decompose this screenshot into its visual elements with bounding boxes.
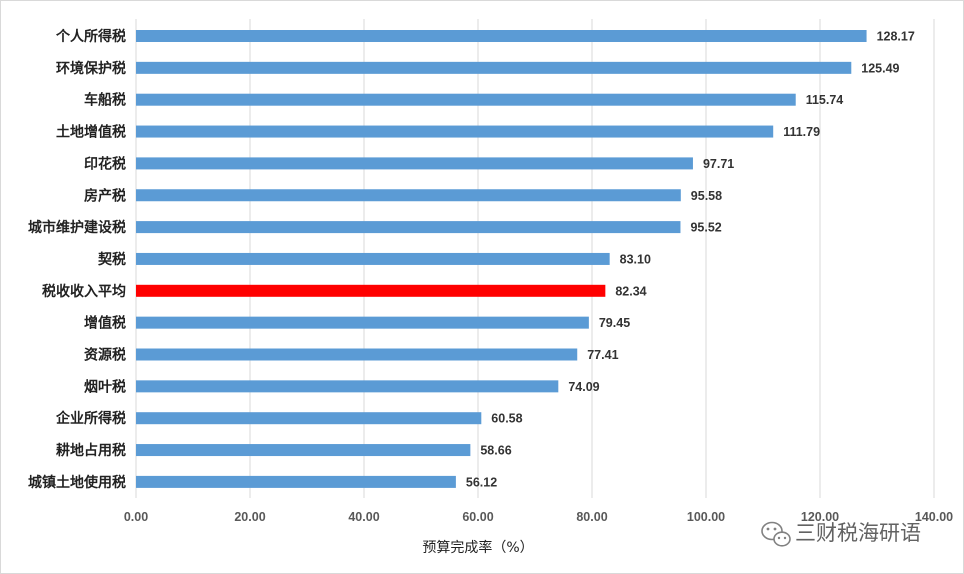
category-label: 增值税 [84, 315, 126, 332]
x-tick-label: 140.00 [915, 510, 953, 524]
category-label: 契税 [97, 251, 126, 268]
value-label: 56.12 [466, 475, 497, 489]
bar [136, 221, 681, 234]
category-label: 城镇土地使用税 [28, 474, 126, 491]
value-label: 79.45 [599, 316, 630, 330]
bar [136, 189, 681, 202]
value-label: 97.71 [703, 157, 734, 171]
category-labels: 个人所得税环境保护税车船税土地增值税印花税房产税城市维护建设税契税税收收入平均增… [28, 28, 126, 491]
value-label: 128.17 [877, 30, 915, 44]
value-label: 111.79 [783, 125, 820, 139]
value-label: 58.66 [480, 444, 511, 458]
x-tick-label: 60.00 [462, 510, 493, 524]
x-tick-label: 120.00 [801, 510, 839, 524]
x-tick-label: 0.00 [124, 510, 148, 524]
x-tick-labels: 0.00 20.00 40.00 60.00 80.00 100.00 120.00 140.… [124, 510, 953, 524]
category-label: 房产税 [84, 187, 126, 204]
bar-highlight [136, 284, 606, 297]
bar [136, 30, 867, 42]
watermark-text: 三财税海研语 [795, 521, 921, 545]
value-label: 77.41 [587, 348, 618, 362]
value-label: 60.58 [491, 412, 522, 426]
category-label: 环境保护税 [56, 60, 126, 77]
bar [136, 125, 774, 138]
bars [136, 30, 867, 488]
category-label: 烟叶税 [84, 378, 126, 395]
bar [136, 348, 578, 361]
value-label: 95.52 [690, 221, 721, 235]
watermark: 三财税海研语 [761, 521, 921, 547]
bar [136, 93, 796, 106]
bar [136, 475, 456, 488]
category-label: 印花税 [84, 155, 126, 172]
x-tick-label: 20.00 [234, 510, 265, 524]
x-axis-title: 预算完成率（%） [422, 539, 533, 556]
value-label: 125.49 [861, 61, 899, 75]
value-label: 74.09 [568, 380, 599, 394]
value-label: 82.34 [615, 284, 646, 298]
x-tick-label: 40.00 [348, 510, 379, 524]
category-label: 土地增值税 [56, 124, 126, 141]
x-tick-label: 80.00 [576, 510, 607, 524]
bar [136, 412, 482, 425]
category-label: 税收收入平均 [42, 283, 126, 300]
category-label: 耕地占用税 [56, 442, 126, 459]
x-tick-label: 100.00 [687, 510, 725, 524]
bar [136, 316, 589, 329]
wechat-icon [761, 521, 791, 547]
bar [136, 157, 693, 170]
value-label: 83.10 [620, 252, 651, 266]
value-labels: 128.17 125.49 115.74 111.79 97.71 95.58 95.52 8… [466, 30, 915, 490]
category-label: 资源税 [84, 347, 126, 364]
category-label: 车船税 [84, 92, 126, 109]
category-label: 个人所得税 [55, 28, 126, 45]
bar [136, 252, 610, 265]
bar [136, 380, 559, 393]
value-label: 95.58 [691, 189, 722, 203]
bar [136, 444, 471, 457]
category-label: 企业所得税 [55, 410, 126, 427]
value-label: 115.74 [806, 93, 844, 107]
bar [136, 61, 852, 74]
category-label: 城市维护建设税 [28, 219, 126, 236]
